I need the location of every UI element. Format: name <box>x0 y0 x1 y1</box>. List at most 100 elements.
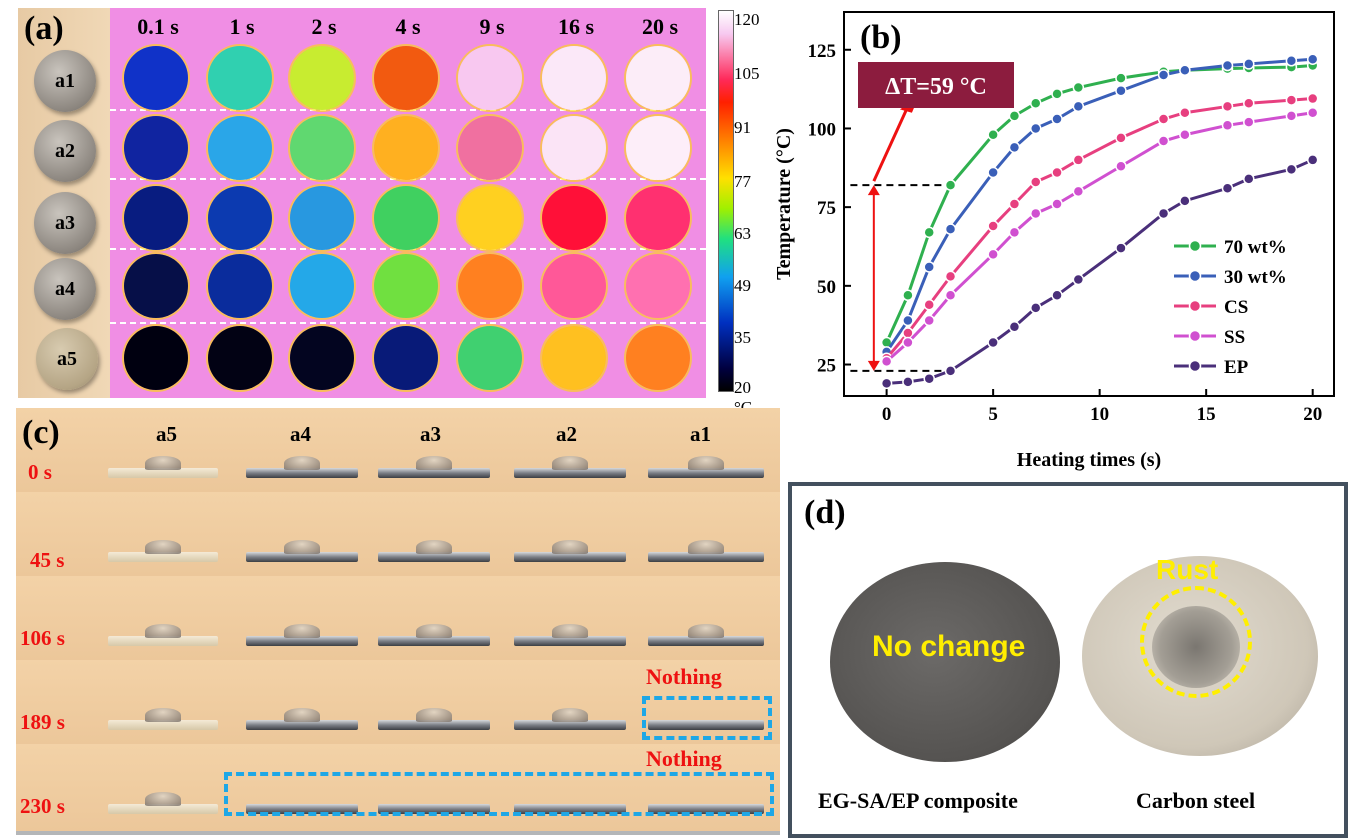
thermal-well <box>374 46 438 110</box>
data-point <box>1115 132 1127 144</box>
sample-plate <box>514 468 626 478</box>
sample-plate <box>378 552 490 562</box>
thermal-well <box>458 46 522 110</box>
data-point <box>1243 116 1255 128</box>
series-line <box>885 111 1313 363</box>
sample-disk-a5 <box>36 328 98 390</box>
sample-plate <box>378 636 490 646</box>
sample-plate <box>108 552 218 562</box>
data-point <box>923 372 935 385</box>
thermal-well <box>290 326 354 390</box>
data-point <box>1157 69 1170 81</box>
thermal-well <box>626 326 690 390</box>
data-point <box>1008 226 1021 239</box>
data-point <box>902 336 914 349</box>
x-tick-label: 5 <box>988 404 998 425</box>
column-header: a5 <box>156 422 177 446</box>
thermal-well <box>290 186 354 250</box>
data-point <box>1221 182 1234 195</box>
data-point <box>902 289 914 302</box>
data-point <box>944 365 957 377</box>
x-tick-label: 15 <box>1197 404 1216 425</box>
thermal-well <box>626 46 690 110</box>
data-point <box>1029 302 1042 314</box>
thermal-well <box>542 46 606 110</box>
time-label: 45 s <box>30 548 65 572</box>
thermal-well <box>374 254 438 318</box>
thermal-well <box>208 326 272 390</box>
panel-label-a: (a) <box>24 10 64 47</box>
time-label: 0 s <box>28 460 52 484</box>
sample-label: a3 <box>55 212 75 234</box>
data-point <box>1157 135 1170 147</box>
data-point <box>944 289 957 302</box>
time-header: 16 s <box>557 14 595 39</box>
data-point <box>1051 166 1063 179</box>
panel-a-thermal-images: (a) a1 a2 a3 a4 a5 0.1 s 1 s 2 s 4 s 9 s… <box>18 8 772 417</box>
data-point <box>902 314 914 327</box>
composite-disk-photo <box>830 562 1060 762</box>
thermal-well <box>626 116 690 180</box>
water-droplet <box>145 456 181 470</box>
time-label: 230 s <box>20 794 65 818</box>
thermal-well <box>458 326 522 390</box>
thermal-well <box>208 46 272 110</box>
data-point <box>1008 141 1021 154</box>
data-point <box>1285 163 1298 176</box>
data-point <box>880 355 893 368</box>
data-point <box>1008 321 1021 333</box>
legend-marker <box>1188 299 1202 313</box>
photo-strip <box>16 576 780 664</box>
no-change-label: No change <box>872 630 1026 663</box>
row-separator <box>110 322 706 324</box>
thermal-well <box>542 326 606 390</box>
data-point <box>987 248 999 261</box>
panel-label-b: (b) <box>860 19 902 56</box>
thermal-well <box>458 186 522 250</box>
data-point <box>1051 289 1063 302</box>
data-point <box>902 376 914 388</box>
data-point <box>1285 94 1298 106</box>
row-separator <box>110 109 706 111</box>
data-point <box>1243 97 1255 110</box>
legend-marker <box>1188 329 1202 343</box>
data-point <box>1029 176 1042 188</box>
arrow-head-down <box>867 360 880 371</box>
series-line <box>885 64 1313 344</box>
column-header: a2 <box>556 422 577 446</box>
data-point <box>923 314 935 327</box>
sample-disk-a4 <box>34 258 96 320</box>
thermal-well <box>124 326 188 390</box>
water-droplet <box>284 708 320 722</box>
thermal-well <box>208 186 272 250</box>
data-point <box>944 179 957 191</box>
sample-disk-a2 <box>34 120 96 182</box>
y-tick-label: 75 <box>817 198 836 219</box>
caption-carbon-steel: Carbon steel <box>1136 788 1256 813</box>
thermal-well <box>290 46 354 110</box>
colorbar-tick: 49 <box>734 276 751 295</box>
series-line <box>885 97 1313 360</box>
thermal-well <box>124 186 188 250</box>
nothing-label: Nothing <box>646 746 722 771</box>
data-point <box>1072 81 1085 94</box>
sample-plate <box>648 552 764 562</box>
column-header: a3 <box>420 422 441 446</box>
data-point <box>1221 100 1234 113</box>
data-point <box>987 336 999 349</box>
time-header: 0.1 s <box>137 14 179 39</box>
data-point <box>1221 119 1234 132</box>
photo-strip <box>16 492 780 580</box>
data-point <box>1157 113 1170 125</box>
y-tick-label: 125 <box>808 41 837 62</box>
data-point <box>987 129 999 141</box>
water-droplet <box>688 456 724 470</box>
water-droplet <box>145 708 181 722</box>
nothing-box-a1 <box>642 696 772 740</box>
sample-plate <box>648 720 764 730</box>
temperature-chart: 0 5 10 15 20 25 50 75 100 125 ΔT=59 °C 70 wt% 30 w… <box>773 11 1335 471</box>
time-header: 2 s <box>311 14 337 39</box>
thermal-well <box>542 116 606 180</box>
time-header: 1 s <box>229 14 255 39</box>
water-droplet <box>284 624 320 638</box>
